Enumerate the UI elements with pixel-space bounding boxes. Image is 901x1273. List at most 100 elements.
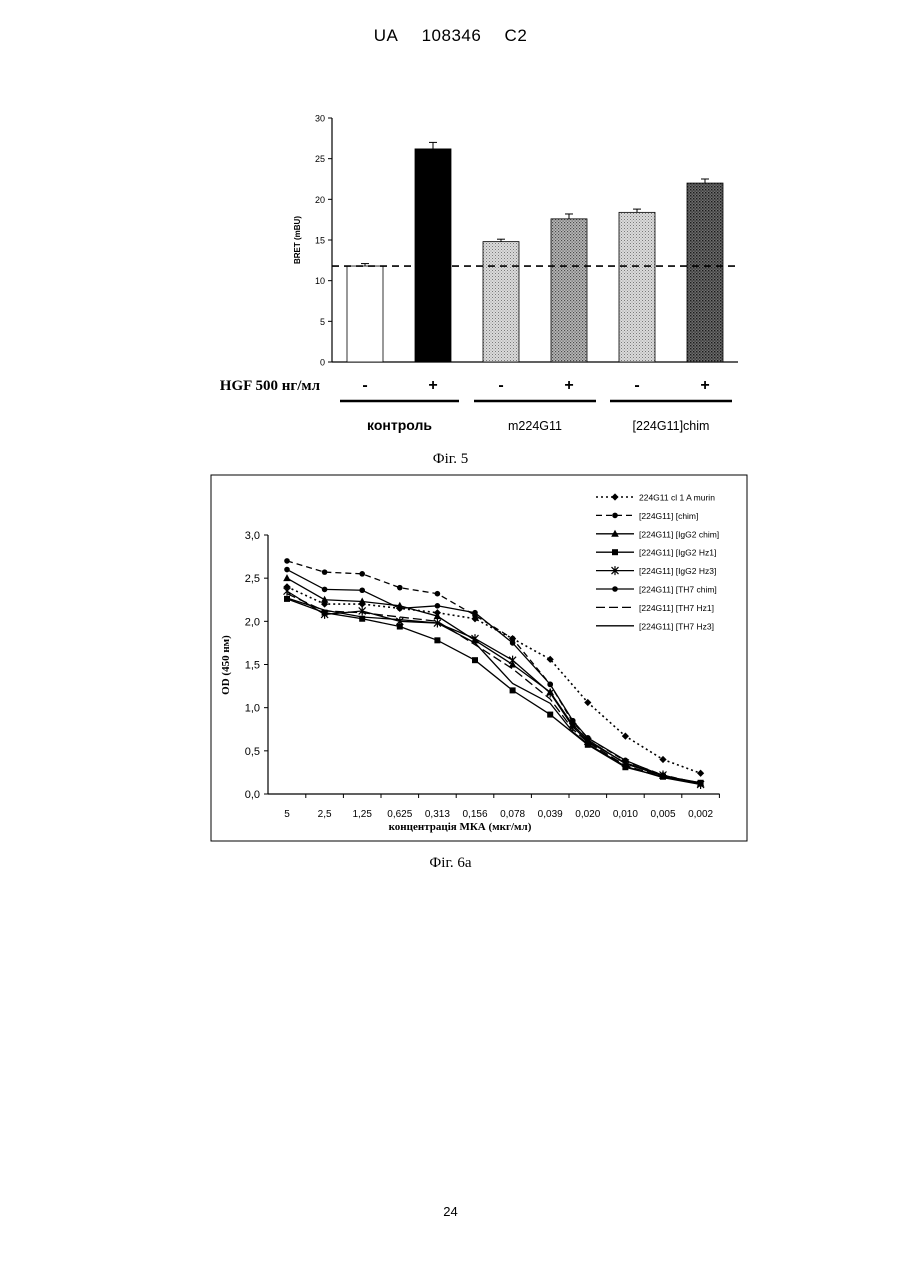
fig6a-line-chart: OD (450 нм) концентрація МКА (мкг/мл) 0,…: [0, 470, 901, 850]
fig5-y-tick-label: 10: [315, 276, 325, 286]
fig6a-data-point: [623, 758, 629, 764]
fig6a-x-tick-label: 0,002: [688, 809, 713, 820]
fig6a-legend-item: [224G11] [TH7 chim]: [596, 585, 717, 595]
fig5-bars: [332, 142, 738, 362]
fig5-hgf-sign: +: [428, 377, 437, 394]
fig5-bar: [483, 242, 519, 362]
fig5-hgf-sign: -: [634, 377, 639, 394]
fig6a-data-point: [510, 640, 516, 646]
fig6a-legend-marker: [612, 549, 618, 555]
fig6a-legend-item: [224G11] [TH7 Hz3]: [596, 621, 714, 631]
fig5-bar-chart: BRET (mBU) 0 5 10 15 20 25 30 HGF 500 нг/мл - +…: [0, 0, 901, 440]
fig6a-data-point: [697, 770, 704, 777]
fig6a-x-tick-label: 0,156: [462, 809, 487, 820]
fig6a-y-tick-label: 2,0: [245, 616, 260, 628]
fig5-bar: [687, 183, 723, 362]
fig5-y-tick-label: 20: [315, 195, 325, 205]
fig6a-legend: 224G11 cl 1 A murin [224G11] [chim] [224G1…: [596, 493, 719, 632]
fig6a-x-tick-label: 0,020: [575, 809, 600, 820]
fig5-group-label: [224G11]chim: [633, 419, 710, 433]
fig6a-legend-item: [224G11] [IgG2 Hz1]: [596, 548, 716, 558]
fig6a-data-point: [359, 571, 365, 577]
page-number: 24: [0, 1204, 901, 1219]
fig5-bar: [551, 219, 587, 362]
fig6a-legend-label: [224G11] [IgG2 Hz1]: [639, 548, 716, 558]
fig6a-legend-marker: [611, 493, 618, 500]
fig5-bar: [415, 149, 451, 362]
fig5-y-tick-label: 15: [315, 236, 325, 246]
fig6a-data-point: [284, 567, 290, 573]
fig5-hgf-sign: -: [362, 377, 367, 394]
fig6a-x-tick-label: 0,039: [538, 809, 563, 820]
fig6a-x-tick-label: 5: [284, 809, 290, 820]
fig6a-legend-label: [224G11] [IgG2 Hz3]: [639, 566, 716, 576]
fig5-y-tick-label: 0: [320, 358, 325, 368]
fig6a-series-group: [284, 567, 703, 786]
fig6a-x-tick-label: 0,625: [387, 809, 412, 820]
fig6a-y-tick-label: 2,5: [245, 573, 260, 585]
fig6a-y-tick-label: 3,0: [245, 530, 260, 542]
fig6a-legend-item: [224G11] [TH7 Hz1]: [596, 603, 714, 613]
fig6a-y-tick-label: 1,5: [245, 660, 260, 672]
fig6a-legend-item: [224G11] [IgG2 Hz3]: [596, 566, 716, 576]
fig6a-x-tick-label: 0,010: [613, 809, 638, 820]
fig6a-x-tick-label: 0,005: [650, 809, 675, 820]
fig6a-legend-item: 224G11 cl 1 A murin: [596, 493, 715, 503]
fig6a-data-point: [435, 591, 441, 597]
fig6a-y-tick-label: 0,0: [245, 789, 260, 801]
fig6a-y-tick-label: 0,5: [245, 746, 260, 758]
fig6a-data-point: [322, 587, 328, 593]
fig6a-data-point: [547, 712, 553, 718]
fig5-groups: контроль m224G11 [224G11]chim: [340, 401, 732, 433]
fig6a-xlabel: концентрація МКА (мкг/мл): [389, 821, 532, 833]
fig6a-data-point: [283, 574, 291, 581]
fig6a-data-point: [434, 637, 440, 643]
fig5-hgf-label: HGF 500 нг/мл: [220, 378, 321, 394]
fig6a-legend-item: [224G11] [IgG2 chim]: [596, 529, 719, 539]
fig5-bar: [619, 212, 655, 362]
fig5-hgf-sign: +: [700, 377, 709, 394]
fig6a-data-point: [659, 756, 666, 763]
fig6a-legend-marker: [612, 586, 618, 592]
fig5-group-label: контроль: [367, 417, 432, 433]
fig6a-data-point: [322, 569, 328, 575]
fig6a-data-point: [622, 733, 629, 740]
fig6a-legend-label: [224G11] [TH7 Hz1]: [639, 603, 714, 613]
fig6a-x-tick-label: 2,5: [318, 809, 332, 820]
fig6a-series-group: [284, 587, 705, 789]
fig5-group-label: m224G11: [508, 419, 562, 433]
fig6a-legend-label: [224G11] [TH7 Hz3]: [639, 621, 714, 631]
fig6a-data-point: [397, 606, 403, 612]
fig6a-x-tick-label: 0,313: [425, 809, 450, 820]
fig6a-x-tick-label: 1,25: [352, 809, 372, 820]
fig6a-legend-item: [224G11] [chim]: [596, 511, 698, 521]
fig6a-legend-marker: [612, 513, 618, 519]
fig5-bar: [347, 266, 383, 362]
fig6a-legend-label: [224G11] [IgG2 chim]: [639, 529, 719, 539]
fig5-hgf-sign: -: [498, 377, 503, 394]
fig6a-data-point: [509, 656, 516, 665]
fig6a-legend-label: 224G11 cl 1 A murin: [639, 493, 715, 503]
fig5-y-tick-label: 5: [320, 317, 325, 327]
fig5-y-tick-label: 30: [315, 114, 325, 124]
fig6a-data-point: [435, 603, 441, 609]
fig6a-data-point: [284, 558, 290, 564]
fig6a-x-tick-label: 0,078: [500, 809, 525, 820]
fig6a-series-line: [287, 591, 701, 784]
fig6a-data-point: [472, 657, 478, 663]
fig6a-data-point: [397, 585, 403, 591]
fig6a-y-tick-label: 1,0: [245, 703, 260, 715]
fig5-hgf-sign: +: [564, 377, 573, 394]
fig6a-data-point: [547, 682, 553, 688]
fig5-y-tick-label: 25: [315, 154, 325, 164]
fig6a-ylabel: OD (450 нм): [220, 635, 232, 695]
fig5-caption: Фіг. 5: [0, 451, 901, 468]
fig6a-data-point: [570, 718, 576, 724]
fig6a-data-point: [472, 610, 478, 616]
fig5-hgf-signs: - + - + - +: [362, 377, 709, 394]
fig6a-legend-label: [224G11] [TH7 chim]: [639, 585, 717, 595]
fig6a-legend-label: [224G11] [chim]: [639, 511, 698, 521]
fig6a-data-point: [510, 687, 516, 693]
fig6a-data-point: [359, 587, 365, 593]
fig5-ylabel: BRET (mBU): [293, 216, 302, 264]
